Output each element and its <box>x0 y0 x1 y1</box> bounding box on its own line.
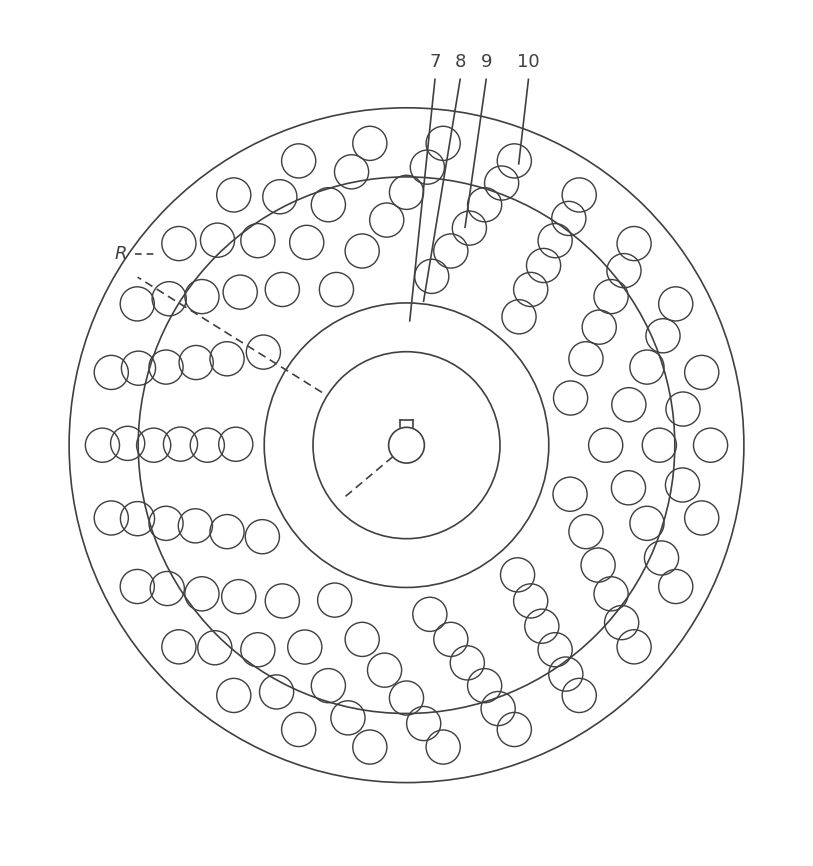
Text: 7: 7 <box>429 53 441 71</box>
Text: 9: 9 <box>480 53 492 71</box>
Text: 10: 10 <box>517 53 540 71</box>
Text: R: R <box>114 245 127 263</box>
Text: 8: 8 <box>454 53 466 71</box>
